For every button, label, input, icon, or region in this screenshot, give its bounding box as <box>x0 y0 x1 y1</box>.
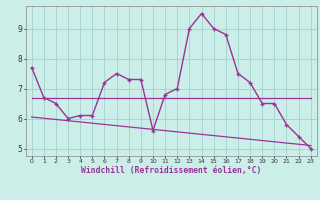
X-axis label: Windchill (Refroidissement éolien,°C): Windchill (Refroidissement éolien,°C) <box>81 166 261 175</box>
